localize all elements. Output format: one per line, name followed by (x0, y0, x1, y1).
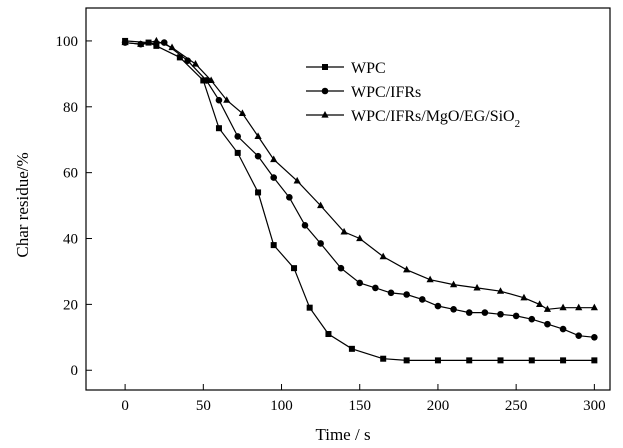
data-point (356, 279, 364, 287)
legend-marker (321, 87, 329, 95)
legend: WPC WPC/IFRs WPC/IFRs/MgO/EG/SiO2 (306, 60, 520, 130)
data-point (591, 334, 598, 341)
data-point (536, 300, 544, 307)
data-point (234, 149, 241, 156)
axis-ticks: 0 50 100 150 200 250 300 0 20 40 60 80 100 (56, 34, 606, 414)
data-point (473, 283, 481, 291)
data-point (403, 265, 411, 273)
data-point (270, 174, 278, 181)
data-point (254, 152, 262, 160)
data-point (301, 222, 309, 229)
data-point (306, 304, 313, 311)
data-point (176, 54, 183, 61)
data-point (497, 310, 504, 318)
y-tick-label: 0 (71, 363, 79, 379)
data-point (544, 320, 551, 328)
data-point (496, 287, 505, 294)
data-point (152, 36, 160, 44)
data-point (372, 284, 379, 292)
x-tick-label: 50 (196, 398, 211, 414)
series-2 (121, 36, 598, 312)
data-point (434, 302, 442, 310)
data-point (325, 331, 332, 338)
data-point (426, 275, 434, 283)
data-point (238, 109, 247, 116)
data-point (466, 357, 473, 364)
data-point (512, 312, 520, 320)
x-tick-label: 200 (427, 398, 450, 414)
data-point (559, 325, 567, 333)
y-tick-label: 20 (63, 297, 78, 313)
data-point (575, 303, 583, 311)
data-point (559, 303, 567, 311)
data-point (379, 252, 387, 260)
data-point (356, 234, 364, 242)
data-point (528, 357, 535, 364)
data-point (560, 357, 567, 364)
data-point (293, 176, 301, 184)
legend-marker (322, 64, 328, 70)
data-point (254, 132, 262, 140)
x-axis-title: Time / s (315, 425, 370, 444)
y-axis-title: Char residue/% (13, 152, 32, 257)
data-point (191, 59, 200, 67)
data-point (223, 96, 231, 103)
data-point (270, 242, 277, 249)
data-point (590, 303, 598, 311)
data-point (403, 291, 410, 298)
series-line (125, 40, 595, 310)
y-tick-label: 60 (63, 166, 78, 182)
legend-marker (321, 111, 329, 118)
data-point (543, 305, 552, 312)
data-point (215, 96, 223, 104)
data-point (317, 240, 324, 247)
data-point (387, 289, 395, 297)
data-point (497, 357, 504, 364)
data-point (234, 133, 242, 140)
data-point (449, 280, 458, 288)
x-tick-label: 100 (270, 398, 293, 414)
data-point (137, 40, 145, 47)
data-point (418, 296, 426, 303)
x-tick-label: 0 (121, 398, 129, 414)
data-point (286, 194, 293, 201)
y-tick-label: 100 (56, 34, 79, 50)
x-tick-label: 300 (583, 398, 606, 414)
data-point (291, 265, 298, 272)
data-point (317, 201, 325, 209)
data-point (380, 355, 387, 362)
data-point (575, 332, 583, 339)
x-tick-label: 150 (348, 398, 371, 414)
data-point (168, 43, 176, 51)
data-point (481, 309, 489, 316)
legend-label-wpc-ifrs: WPC/IFRs (351, 84, 421, 101)
data-point (403, 357, 410, 364)
data-point (270, 155, 278, 163)
data-point (340, 227, 348, 235)
data-point (121, 38, 129, 46)
data-point (450, 306, 457, 313)
data-point (207, 76, 215, 84)
data-point (528, 315, 536, 323)
data-point (153, 42, 160, 49)
plot-frame (85, 7, 611, 391)
legend-label-wpc-ifrs-mgo-eg-sio2: WPC/IFRs/MgO/EG/SiO2 (351, 108, 520, 130)
data-point (520, 293, 528, 301)
data-point (215, 125, 222, 132)
data-point (160, 39, 168, 46)
y-tick-label: 80 (63, 100, 78, 116)
legend-label-wpc: WPC (351, 60, 386, 77)
data-point (591, 357, 598, 364)
x-tick-label: 250 (505, 398, 528, 414)
y-tick-label: 40 (63, 232, 78, 248)
data-point (337, 264, 345, 272)
data-point (255, 189, 262, 196)
data-point (348, 345, 355, 352)
series-layer (121, 36, 598, 364)
data-point (465, 309, 473, 316)
data-point (434, 357, 441, 364)
